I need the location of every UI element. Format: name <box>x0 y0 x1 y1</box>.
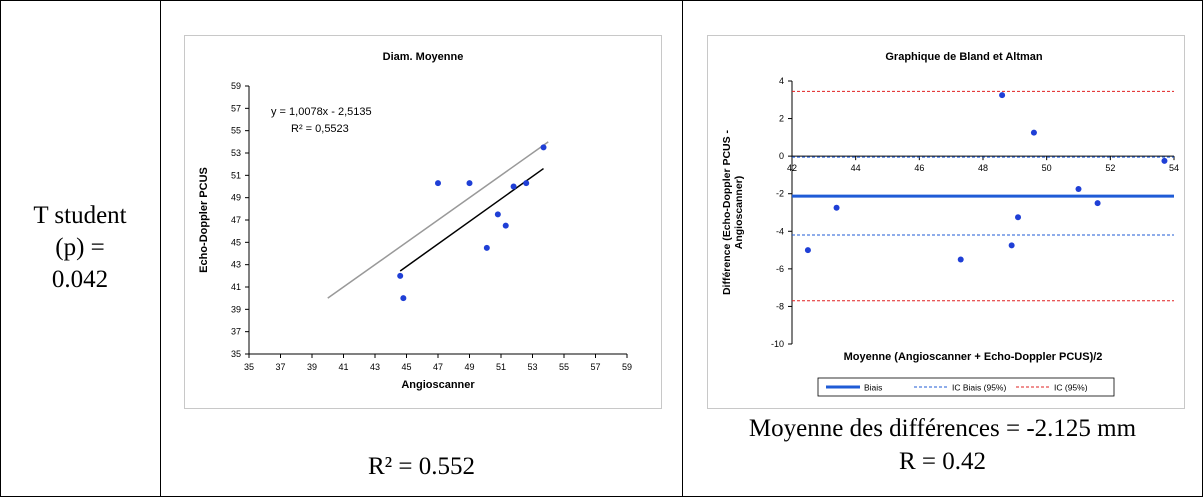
x-tick-label: 42 <box>787 163 797 173</box>
y-tick-label: 45 <box>231 237 241 247</box>
regression-chart-box: Diam. Moyenne 35 37 39 41 43 45 47 49 51 53 55 57 59 3… <box>184 35 662 409</box>
data-point <box>397 272 404 279</box>
data-point <box>523 180 530 187</box>
y-axis-label: Angioscanner) <box>733 176 745 250</box>
data-point <box>833 204 840 211</box>
x-tick-label: 51 <box>496 362 506 372</box>
y-tick-label: -2 <box>776 189 784 199</box>
data-point <box>1161 157 1168 164</box>
legend-label: IC (95%) <box>1054 383 1088 393</box>
x-tick-label: 39 <box>307 362 317 372</box>
y-tick-label: 0 <box>779 151 784 161</box>
y-tick-label: 43 <box>231 260 241 270</box>
x-tick-label: 41 <box>338 362 348 372</box>
legend-label: IC Biais (95%) <box>952 383 1006 393</box>
data-point <box>1075 186 1082 193</box>
data-point <box>957 256 964 263</box>
t-student-line: T student <box>33 202 127 229</box>
legend-label: Biais <box>864 383 882 393</box>
y-tick-label: 4 <box>779 76 784 86</box>
x-tick-label: 35 <box>244 362 254 372</box>
y-tick-label: 35 <box>231 349 241 359</box>
x-tick-label: 54 <box>1169 163 1179 173</box>
y-tick-label: 2 <box>779 114 784 124</box>
data-point <box>400 295 407 302</box>
data-point <box>999 92 1006 99</box>
data-point <box>1094 200 1101 207</box>
trend-line <box>399 167 544 272</box>
x-tick-label: 46 <box>914 163 924 173</box>
x-axis-label: Moyenne (Angioscanner + Echo-Doppler PCU… <box>844 351 1103 363</box>
y-tick-label: 49 <box>231 193 241 203</box>
regression-equation: y = 1,0078x - 2,5135 <box>271 106 372 118</box>
x-tick-label: 55 <box>559 362 569 372</box>
data-point <box>1015 214 1022 221</box>
bland-altman-chart-box: Graphique de Bland et Altman 4 2 0 -2 -4 -6 -8-… <box>707 35 1185 409</box>
y-tick-label: -8 <box>776 301 784 311</box>
x-tick-label: 37 <box>275 362 285 372</box>
data-point <box>502 222 509 229</box>
t-student-line: 0.042 <box>51 266 109 293</box>
x-tick-label: 53 <box>527 362 537 372</box>
data-point <box>494 211 501 218</box>
y-tick-label: -4 <box>776 226 784 236</box>
data-point <box>466 180 473 187</box>
mean-difference-caption: Moyenne des différences = -2.125 mm <box>748 415 1137 442</box>
r2-annotation: R² = 0,5523 <box>291 123 349 135</box>
y-tick-label: 51 <box>231 170 241 180</box>
y-tick-label: 53 <box>231 148 241 158</box>
y-tick-label: 39 <box>231 304 241 314</box>
y-axis-label: Echo-Doppler PCUS <box>198 167 210 273</box>
legend-box <box>817 377 1115 397</box>
x-tick-label: 52 <box>1105 163 1115 173</box>
x-tick-label: 50 <box>1042 163 1052 173</box>
y-axis-label: Différence (Echo-Doppler PCUS - <box>721 129 733 295</box>
y-tick-label: 57 <box>231 103 241 113</box>
x-tick-label: 49 <box>464 362 474 372</box>
y-tick-label: 59 <box>231 81 241 91</box>
x-tick-label: 43 <box>370 362 380 372</box>
data-point <box>435 180 441 187</box>
x-tick-label: 44 <box>851 163 861 173</box>
y-tick-label: -10 <box>771 339 784 349</box>
chart-title: Graphique de Bland et Altman <box>885 51 1043 63</box>
chart-title: Diam. Moyenne <box>383 51 464 63</box>
column-divider <box>682 0 683 497</box>
y-tick-label: 55 <box>231 126 241 136</box>
y-tick-label: -6 <box>776 264 784 274</box>
data-point <box>1008 242 1015 249</box>
y-tick-label: 41 <box>231 282 241 292</box>
regression-chart: Diam. Moyenne 35 37 39 41 43 45 47 49 51 53 55 57 59 3… <box>198 51 632 391</box>
x-axis-label: Angioscanner <box>401 379 475 391</box>
y-tick-label: 47 <box>231 215 241 225</box>
data-point <box>1030 129 1037 136</box>
x-tick-label: 59 <box>622 362 632 372</box>
x-tick-label: 48 <box>978 163 988 173</box>
t-student-line: (p) = <box>55 234 105 261</box>
data-point <box>510 183 517 190</box>
data-point <box>540 144 547 151</box>
identity-line <box>327 141 549 299</box>
bland-altman-chart: Graphique de Bland et Altman420-2-4-6-8-… <box>721 51 1179 397</box>
x-tick-label: 47 <box>433 362 443 372</box>
r-caption: R = 0.42 <box>898 448 987 475</box>
r2-caption: R² = 0.552 <box>367 453 476 480</box>
data-point <box>483 244 490 251</box>
column-divider <box>160 0 161 497</box>
x-tick-label: 45 <box>401 362 411 372</box>
x-tick-label: 57 <box>590 362 600 372</box>
t-student-cell: T student (p) = 0.042 <box>0 200 160 296</box>
y-tick-label: 37 <box>231 327 241 337</box>
data-point <box>804 247 811 254</box>
